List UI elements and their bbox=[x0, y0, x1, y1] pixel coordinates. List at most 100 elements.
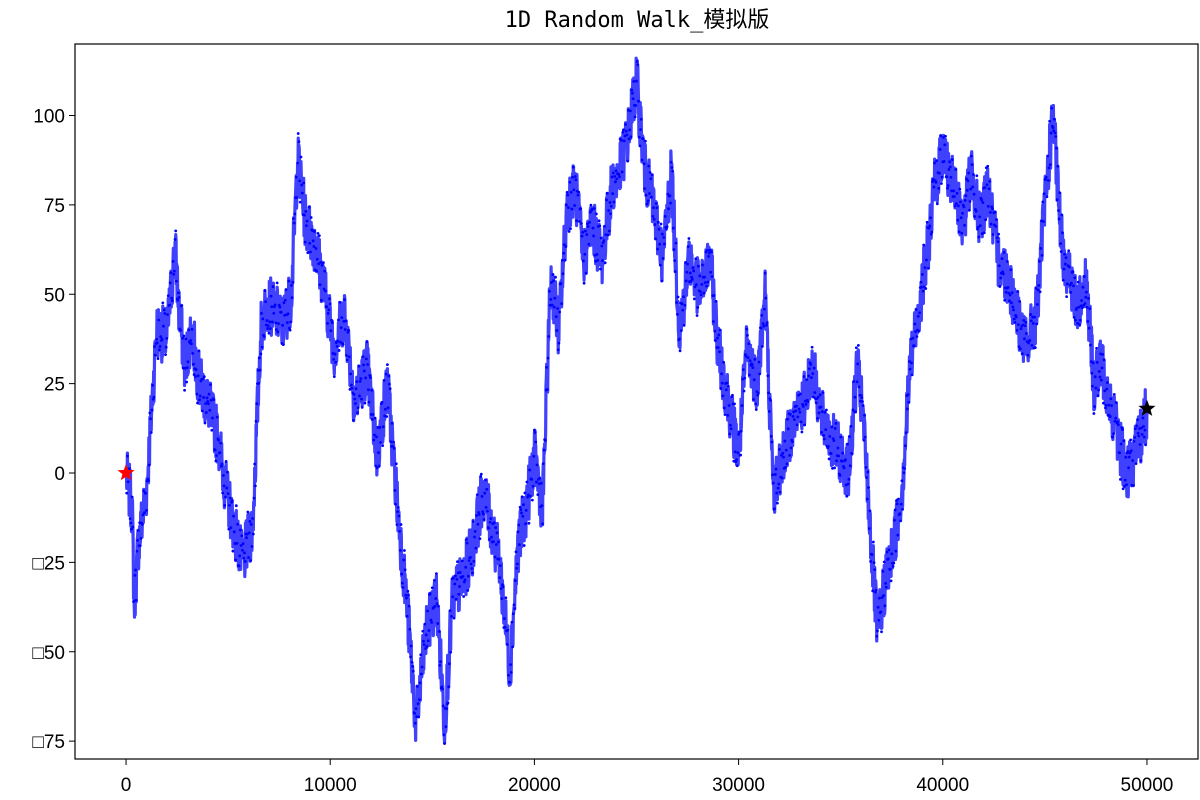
walk-point bbox=[673, 259, 677, 262]
walk-point bbox=[195, 392, 199, 396]
walk-point bbox=[681, 308, 685, 312]
walk-point bbox=[810, 345, 814, 349]
walk-point bbox=[627, 137, 631, 141]
walk-point bbox=[143, 511, 146, 515]
walk-point bbox=[266, 327, 270, 330]
walk-point bbox=[611, 192, 615, 196]
walk-point bbox=[393, 489, 397, 492]
walk-point bbox=[489, 517, 493, 520]
walk-point bbox=[857, 385, 861, 389]
walk-point bbox=[241, 542, 245, 546]
walk-point bbox=[293, 212, 297, 216]
walk-point bbox=[396, 505, 400, 509]
walk-point bbox=[497, 557, 501, 561]
walk-point bbox=[397, 514, 401, 518]
walk-point bbox=[265, 319, 269, 322]
walk-point bbox=[930, 230, 934, 234]
walk-point bbox=[466, 574, 470, 578]
plot-background bbox=[75, 44, 1198, 759]
walk-point bbox=[1129, 449, 1133, 453]
walk-point bbox=[774, 467, 778, 471]
walk-point bbox=[1136, 431, 1140, 435]
walk-point bbox=[378, 426, 382, 429]
walk-point bbox=[256, 368, 260, 372]
walk-point bbox=[253, 462, 257, 466]
walk-point bbox=[991, 233, 995, 236]
walk-point bbox=[1142, 435, 1146, 439]
walk-point bbox=[166, 294, 170, 298]
walk-point bbox=[1087, 326, 1091, 330]
walk-point bbox=[914, 308, 918, 312]
walk-point bbox=[1092, 412, 1096, 415]
walk-point bbox=[877, 618, 881, 622]
walk-point bbox=[717, 333, 721, 337]
walk-point bbox=[1126, 449, 1130, 453]
walk-point bbox=[151, 383, 154, 387]
walk-point bbox=[806, 400, 810, 403]
walk-point bbox=[854, 346, 858, 350]
walk-point bbox=[492, 540, 495, 544]
walk-point bbox=[904, 431, 908, 435]
walk-point bbox=[326, 312, 330, 315]
walk-point bbox=[324, 289, 327, 293]
walk-point bbox=[175, 279, 178, 283]
walk-point bbox=[625, 133, 629, 137]
walk-point bbox=[220, 462, 224, 466]
walk-point bbox=[925, 258, 928, 262]
walk-point bbox=[136, 529, 140, 532]
walk-point bbox=[751, 366, 755, 370]
walk-point bbox=[757, 360, 761, 364]
walk-point bbox=[845, 494, 849, 498]
walk-point bbox=[173, 237, 177, 241]
walk-point bbox=[347, 328, 350, 332]
walk-point bbox=[1137, 434, 1141, 438]
walk-point bbox=[1077, 305, 1081, 309]
walk-point bbox=[612, 200, 616, 204]
walk-point bbox=[343, 298, 346, 302]
walk-point bbox=[557, 341, 561, 345]
walk-point bbox=[230, 499, 234, 502]
walk-point bbox=[1123, 478, 1127, 482]
walk-point bbox=[139, 537, 143, 540]
walk-point bbox=[385, 415, 389, 418]
walk-point bbox=[464, 565, 468, 569]
walk-point bbox=[672, 248, 676, 251]
walk-point bbox=[547, 289, 551, 293]
walk-point bbox=[865, 476, 868, 479]
walk-point bbox=[929, 232, 933, 236]
walk-point bbox=[419, 653, 423, 657]
walk-point bbox=[269, 294, 273, 298]
walk-point bbox=[932, 185, 936, 189]
walk-point bbox=[205, 396, 209, 400]
walk-point bbox=[946, 184, 950, 187]
walk-point bbox=[128, 517, 132, 521]
walk-point bbox=[155, 341, 159, 345]
walk-point bbox=[513, 607, 517, 610]
walk-point bbox=[449, 650, 453, 654]
walk-point bbox=[790, 440, 794, 444]
walk-point bbox=[172, 272, 176, 276]
walk-point bbox=[1061, 231, 1064, 235]
walk-point bbox=[1133, 436, 1137, 439]
walk-point bbox=[769, 398, 772, 402]
walk-point bbox=[801, 405, 805, 408]
walk-point bbox=[192, 362, 195, 366]
walk-point bbox=[561, 272, 565, 276]
walk-point bbox=[720, 381, 724, 385]
walk-point bbox=[496, 540, 500, 544]
walk-point bbox=[500, 597, 504, 601]
walk-point bbox=[923, 266, 927, 270]
walk-point bbox=[660, 232, 664, 236]
walk-point bbox=[212, 398, 216, 402]
walk-point bbox=[1051, 126, 1055, 130]
walk-point bbox=[452, 616, 456, 620]
walk-point bbox=[645, 202, 649, 205]
walk-point bbox=[1023, 324, 1027, 328]
walk-point bbox=[1035, 303, 1039, 306]
walk-point bbox=[975, 174, 979, 178]
walk-point bbox=[592, 234, 596, 238]
walk-point bbox=[258, 356, 261, 360]
walk-point bbox=[1057, 217, 1061, 221]
walk-point bbox=[977, 235, 981, 239]
walk-point bbox=[950, 158, 954, 162]
